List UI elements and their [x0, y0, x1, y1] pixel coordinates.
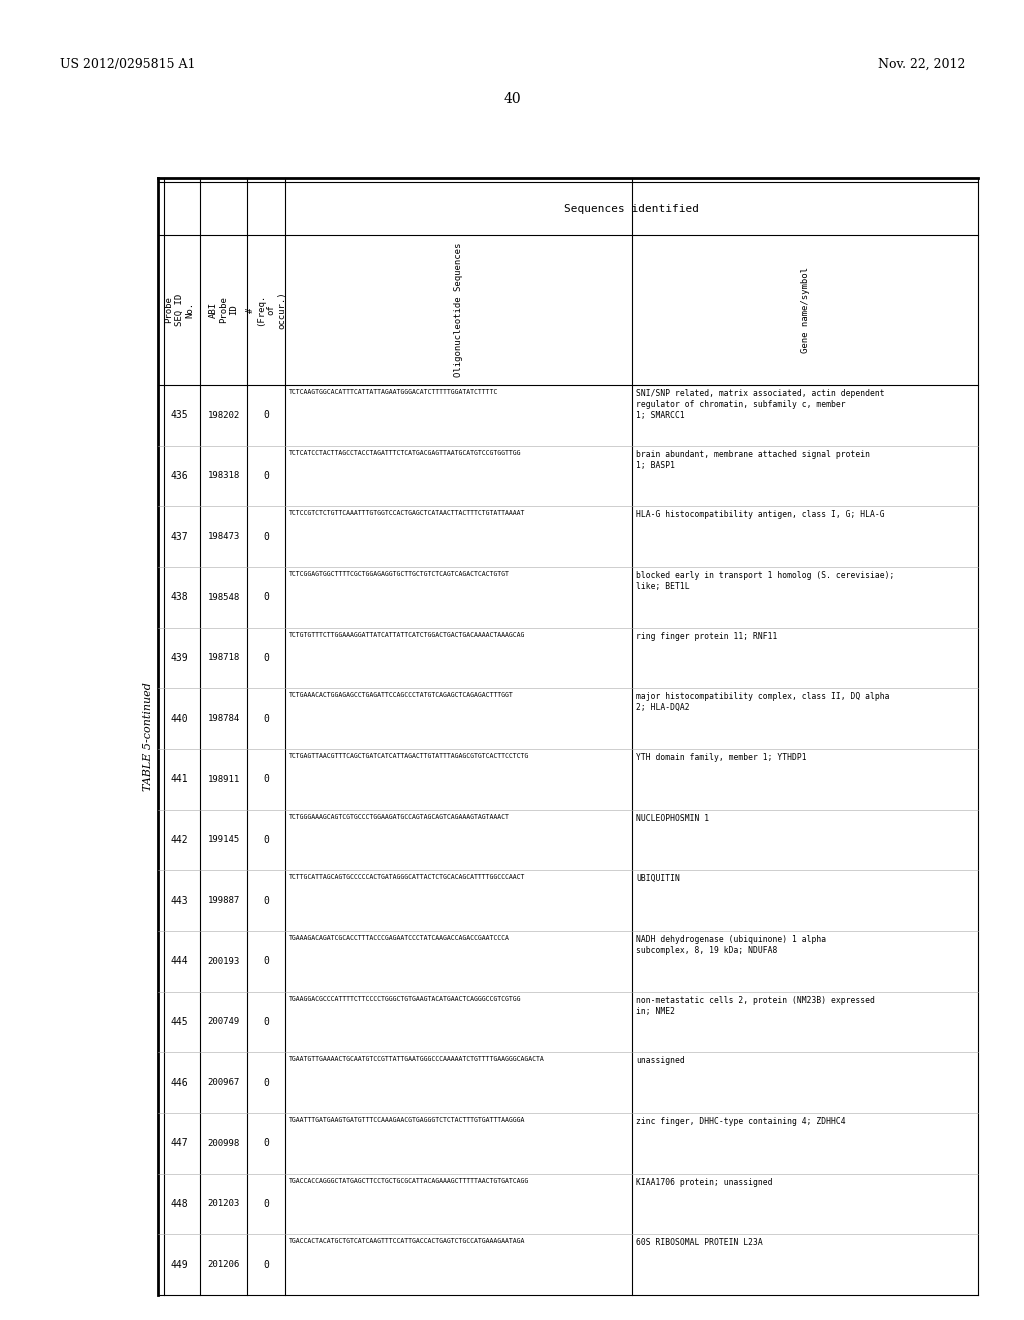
Text: HLA-G histocompatibility antigen, class I, G; HLA-G: HLA-G histocompatibility antigen, class … — [636, 511, 885, 519]
Text: ring finger protein 11; RNF11: ring finger protein 11; RNF11 — [636, 632, 777, 640]
Text: YTH domain family, member 1; YTHDP1: YTH domain family, member 1; YTHDP1 — [636, 752, 807, 762]
Text: TCTCAAGTGGCACATTTCATTATTAGAATGGGACATCTTTTTGGATATCTTTTC: TCTCAAGTGGCACATTTCATTATTAGAATGGGACATCTTT… — [289, 389, 499, 395]
Text: 201206: 201206 — [208, 1261, 240, 1269]
Text: TCTGAAACACTGGAGAGCCTGAGATTCCAGCCCTATGTCAGAGCTCAGAGACTTTGGT: TCTGAAACACTGGAGAGCCTGAGATTCCAGCCCTATGTCA… — [289, 692, 514, 698]
Text: 200998: 200998 — [208, 1139, 240, 1148]
Text: 438: 438 — [170, 593, 187, 602]
Text: major histocompatibility complex, class II, DQ alpha
2; HLA-DQA2: major histocompatibility complex, class … — [636, 692, 890, 713]
Text: #
(Freq.
of
occur.): # (Freq. of occur.) — [246, 292, 286, 329]
Text: TGACCACTACATGCTGTCATCAAGTTTCCATTGACCACTGAGTCTGCCATGAAAGAATAGA: TGACCACTACATGCTGTCATCAAGTTTCCATTGACCACTG… — [289, 1238, 525, 1245]
Text: 441: 441 — [170, 775, 187, 784]
Text: Sequences identified: Sequences identified — [564, 203, 699, 214]
Text: 200967: 200967 — [208, 1078, 240, 1088]
Text: 443: 443 — [170, 896, 187, 906]
Text: 60S RIBOSOMAL PROTEIN L23A: 60S RIBOSOMAL PROTEIN L23A — [636, 1238, 763, 1247]
Text: 445: 445 — [170, 1016, 187, 1027]
Text: 449: 449 — [170, 1259, 187, 1270]
Text: TCTCGGAGTGGCTTTTCGCTGGAGAGGTGCTTGCTGTCTCAGTCAGACTCACTGTGT: TCTCGGAGTGGCTTTTCGCTGGAGAGGTGCTTGCTGTCTC… — [289, 572, 510, 577]
Text: TCTCCGTCTCTGTTCAAATTTGTGGTCCACTGAGCTCATAACTTACTTTCTGTATTAAAAT: TCTCCGTCTCTGTTCAAATTTGTGGTCCACTGAGCTCATA… — [289, 511, 525, 516]
Text: 0: 0 — [263, 411, 269, 420]
Text: SNI/SNP related, matrix associated, actin dependent
regulator of chromatin, subf: SNI/SNP related, matrix associated, acti… — [636, 389, 885, 420]
Text: 200193: 200193 — [208, 957, 240, 966]
Text: brain abundant, membrane attached signal protein
1; BASP1: brain abundant, membrane attached signal… — [636, 450, 870, 470]
Text: zinc finger, DHHC-type containing 4; ZDHHC4: zinc finger, DHHC-type containing 4; ZDH… — [636, 1117, 846, 1126]
Text: 200749: 200749 — [208, 1018, 240, 1027]
Text: US 2012/0295815 A1: US 2012/0295815 A1 — [60, 58, 196, 71]
Text: 198548: 198548 — [208, 593, 240, 602]
Text: TCTCATCCTACTTAGCCTACCTAGATTTCTCATGACGAGTTAATGCATGTCCGTGGTTGG: TCTCATCCTACTTAGCCTACCTAGATTTCTCATGACGAGT… — [289, 450, 521, 455]
Text: TGACCACCAGGGCTATGAGCTTCCTGCTGCGCATTACAGAAAGCTTTTTAACTGTGATCAGG: TGACCACCAGGGCTATGAGCTTCCTGCTGCGCATTACAGA… — [289, 1177, 529, 1184]
Text: 444: 444 — [170, 956, 187, 966]
Text: 435: 435 — [170, 411, 187, 420]
Text: 198718: 198718 — [208, 653, 240, 663]
Text: 198784: 198784 — [208, 714, 240, 723]
Text: 40: 40 — [503, 92, 521, 106]
Text: 0: 0 — [263, 896, 269, 906]
Text: KIAA1706 protein; unassigned: KIAA1706 protein; unassigned — [636, 1177, 772, 1187]
Text: NADH dehydrogenase (ubiquinone) 1 alpha
subcomplex, 8, 19 kDa; NDUFA8: NADH dehydrogenase (ubiquinone) 1 alpha … — [636, 935, 826, 956]
Text: TGAATGTTGAAAACTGCAATGTCCGTTATTGAATGGGCCCAAAAATCTGTTTTGAAGGGCAGACTA: TGAATGTTGAAAACTGCAATGTCCGTTATTGAATGGGCCC… — [289, 1056, 545, 1063]
Text: TGAATTTGATGAAGTGATGTTTCCAAAGAACGTGAGGGTCTCTACTTTGTGATTTAAGGGA: TGAATTTGATGAAGTGATGTTTCCAAAGAACGTGAGGGTC… — [289, 1117, 525, 1123]
Text: 0: 0 — [263, 1077, 269, 1088]
Text: 437: 437 — [170, 532, 187, 541]
Text: Nov. 22, 2012: Nov. 22, 2012 — [878, 58, 965, 71]
Text: TCTTGCATTAGCAGTGCCCCCACTGATAGGGCATTACTCTGCACAGCATTTTGGCCCAACT: TCTTGCATTAGCAGTGCCCCCACTGATAGGGCATTACTCT… — [289, 874, 525, 880]
Text: 201203: 201203 — [208, 1200, 240, 1209]
Text: 0: 0 — [263, 1138, 269, 1148]
Text: NUCLEOPHOSMIN 1: NUCLEOPHOSMIN 1 — [636, 813, 710, 822]
Text: 446: 446 — [170, 1077, 187, 1088]
Text: ABI
Probe
ID: ABI Probe ID — [209, 297, 239, 323]
Text: 198318: 198318 — [208, 471, 240, 480]
Text: 0: 0 — [263, 1199, 269, 1209]
Text: TCTGTGTTTCTTGGAAAGGATTATCATTATTCATCTGGACTGACTGACAAAACTAAAGCAG: TCTGTGTTTCTTGGAAAGGATTATCATTATTCATCTGGAC… — [289, 632, 525, 638]
Text: 0: 0 — [263, 714, 269, 723]
Text: non-metastatic cells 2, protein (NM23B) expressed
in; NME2: non-metastatic cells 2, protein (NM23B) … — [636, 995, 874, 1016]
Text: UBIQUITIN: UBIQUITIN — [636, 874, 680, 883]
Text: 436: 436 — [170, 471, 187, 480]
Text: Oligonucleotide Sequences: Oligonucleotide Sequences — [454, 243, 463, 378]
Text: 0: 0 — [263, 593, 269, 602]
Text: 198473: 198473 — [208, 532, 240, 541]
Text: 439: 439 — [170, 653, 187, 663]
Text: 440: 440 — [170, 714, 187, 723]
Text: Gene name/symbol: Gene name/symbol — [801, 267, 810, 352]
Text: 448: 448 — [170, 1199, 187, 1209]
Text: blocked early in transport 1 homolog (S. cerevisiae);
like; BET1L: blocked early in transport 1 homolog (S.… — [636, 572, 894, 591]
Text: Probe
SEQ ID
No.: Probe SEQ ID No. — [164, 294, 194, 326]
Text: 0: 0 — [263, 532, 269, 541]
Text: TGAAAGACAGATCGCACCTTTACCCGAGAATCCCTATCAAGACCAGACCGAATCCCA: TGAAAGACAGATCGCACCTTTACCCGAGAATCCCTATCAA… — [289, 935, 510, 941]
Text: 442: 442 — [170, 836, 187, 845]
Text: 0: 0 — [263, 1016, 269, 1027]
Text: 199887: 199887 — [208, 896, 240, 906]
Text: TABLE 5-continued: TABLE 5-continued — [143, 682, 153, 791]
Text: 0: 0 — [263, 471, 269, 480]
Text: TGAAGGACGCCCATTTTCTTCCCCTGGGCTGTGAAGTACATGAACTCAGGGCCGTCGTGG: TGAAGGACGCCCATTTTCTTCCCCTGGGCTGTGAAGTACA… — [289, 995, 521, 1002]
Text: 0: 0 — [263, 836, 269, 845]
Text: 447: 447 — [170, 1138, 187, 1148]
Text: 0: 0 — [263, 1259, 269, 1270]
Text: TCTGGGAAAGCAGTCGTGCCCTGGAAGATGCCAGTAGCAGTCAGAAAGTAGTAAACT: TCTGGGAAAGCAGTCGTGCCCTGGAAGATGCCAGTAGCAG… — [289, 813, 510, 820]
Text: 0: 0 — [263, 653, 269, 663]
Text: 198911: 198911 — [208, 775, 240, 784]
Text: 199145: 199145 — [208, 836, 240, 845]
Text: unassigned: unassigned — [636, 1056, 685, 1065]
Text: 0: 0 — [263, 956, 269, 966]
Text: TCTGAGTTAACGTTTCAGCTGATCATCATTAGACTTGTATTTAGAGCGTGTCACTTCCTCTG: TCTGAGTTAACGTTTCAGCTGATCATCATTAGACTTGTAT… — [289, 752, 529, 759]
Text: 0: 0 — [263, 775, 269, 784]
Text: 198202: 198202 — [208, 411, 240, 420]
